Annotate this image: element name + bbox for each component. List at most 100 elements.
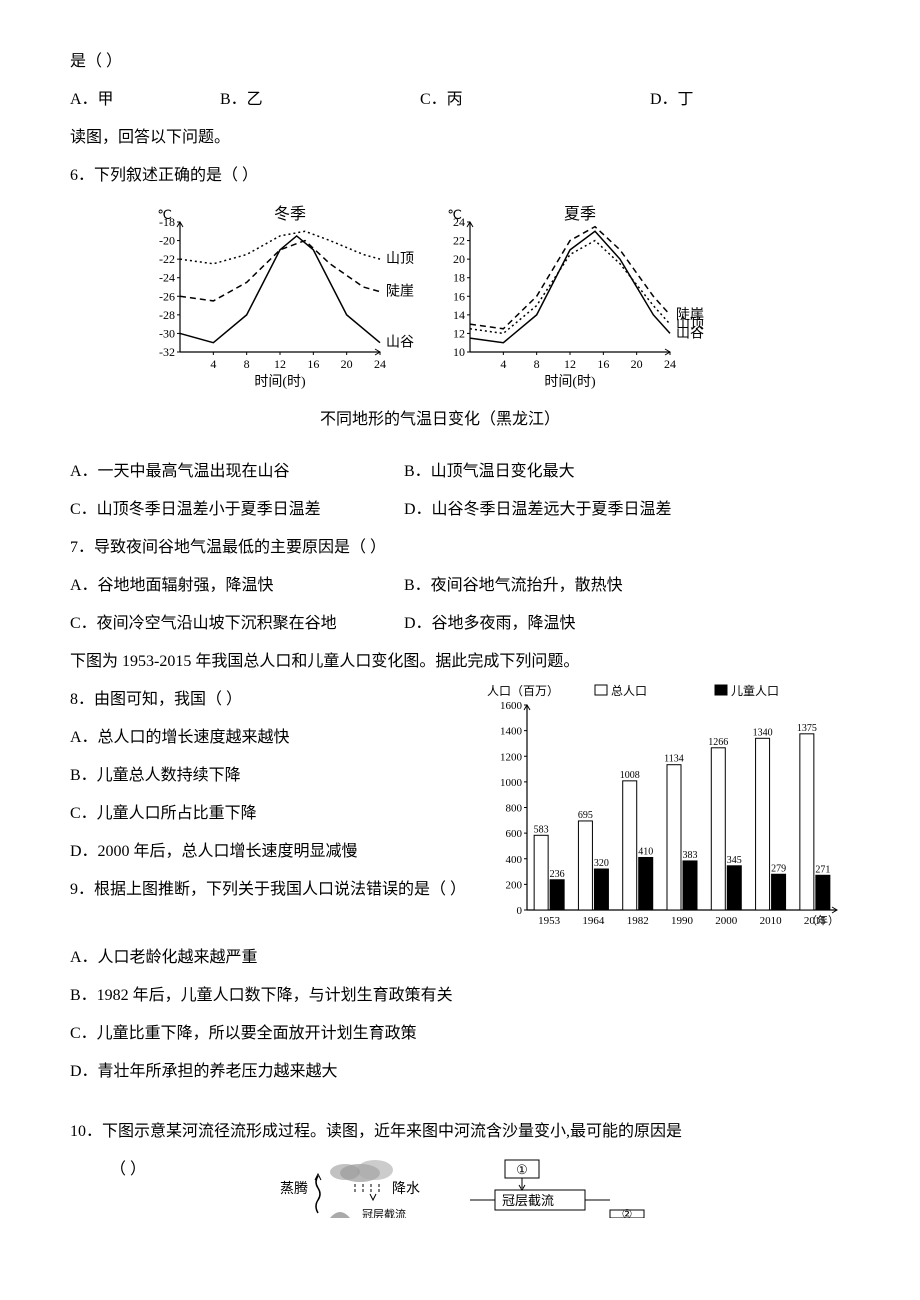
q6-opt-b[interactable]: B．山顶气温日变化最大 xyxy=(404,460,575,484)
population-bar-chart: 0 200 400 600 800 1000 1200 1400 1600 人口（百万） 总人口 儿童… xyxy=(485,683,850,946)
svg-text:℃: ℃ xyxy=(157,207,172,222)
svg-text:20: 20 xyxy=(341,357,353,371)
q6-opt-d[interactable]: D．山谷冬季日温差远大于夏季日温差 xyxy=(404,498,672,522)
svg-text:-30: -30 xyxy=(159,326,175,340)
svg-text:①: ① xyxy=(516,1162,528,1177)
svg-text:冠层截流: 冠层截流 xyxy=(502,1193,554,1208)
svg-text:1266: 1266 xyxy=(708,737,728,748)
svg-text:8: 8 xyxy=(244,357,250,371)
svg-text:24: 24 xyxy=(664,357,676,371)
svg-text:320: 320 xyxy=(594,858,609,869)
svg-text:1982: 1982 xyxy=(627,915,649,927)
svg-text:279: 279 xyxy=(771,863,786,874)
svg-text:345: 345 xyxy=(727,855,742,866)
svg-text:时间(时): 时间(时) xyxy=(544,374,596,390)
q7-opt-c[interactable]: C．夜间冷空气沿山坡下沉积聚在谷地 xyxy=(70,612,400,636)
svg-text:20: 20 xyxy=(631,357,643,371)
q8-intro: 下图为 1953-2015 年我国总人口和儿童人口变化图。据此完成下列问题。 xyxy=(70,650,850,674)
svg-text:（年）: （年） xyxy=(806,913,839,927)
svg-text:12: 12 xyxy=(453,326,465,340)
q7-opt-b[interactable]: B．夜间谷地气流抬升，散热快 xyxy=(404,574,623,598)
svg-text:10: 10 xyxy=(453,345,465,359)
q5-opt-d[interactable]: D．丁 xyxy=(650,88,694,112)
svg-text:4: 4 xyxy=(500,357,506,371)
svg-text:271: 271 xyxy=(815,864,830,875)
svg-text:236: 236 xyxy=(550,869,565,880)
runoff-diagram: 蒸腾 降水 ① 冠层截流 ② 冠层截流 xyxy=(270,1158,700,1218)
q5-opt-a[interactable]: A．甲 xyxy=(70,88,220,112)
svg-text:20: 20 xyxy=(453,252,465,266)
svg-text:夏季: 夏季 xyxy=(564,205,596,223)
svg-text:12: 12 xyxy=(564,357,576,371)
q10-stem: 10．下图示意某河流径流形成过程。读图，近年来图中河流含沙量变小,最可能的原因是 xyxy=(70,1120,850,1144)
q9-opt-a[interactable]: A．人口老龄化越来越严重 xyxy=(70,946,850,970)
q10-paren: （ ） xyxy=(70,1158,270,1182)
svg-text:18: 18 xyxy=(453,271,465,285)
q6-opt-a[interactable]: A．一天中最高气温出现在山谷 xyxy=(70,460,400,484)
svg-text:200: 200 xyxy=(506,879,523,891)
svg-text:16: 16 xyxy=(597,357,609,371)
svg-text:583: 583 xyxy=(534,824,549,835)
svg-text:冬季: 冬季 xyxy=(274,205,306,223)
svg-text:16: 16 xyxy=(453,289,465,303)
svg-text:-20: -20 xyxy=(159,234,175,248)
svg-text:1000: 1000 xyxy=(500,777,523,789)
svg-text:24: 24 xyxy=(374,357,386,371)
svg-text:600: 600 xyxy=(506,828,523,840)
svg-text:-28: -28 xyxy=(159,308,175,322)
svg-text:0: 0 xyxy=(517,905,523,917)
svg-text:1200: 1200 xyxy=(500,751,523,763)
svg-text:冠层截流: 冠层截流 xyxy=(362,1207,406,1218)
q9-opt-d[interactable]: D．青壮年所承担的养老压力越来越大 xyxy=(70,1060,850,1084)
read-figure-instruction: 读图，回答以下问题。 xyxy=(70,126,850,150)
svg-text:695: 695 xyxy=(578,810,593,821)
temperature-chart: -18-20-22-24-26-28-30-324812162024℃冬季时间(… xyxy=(130,202,850,440)
svg-text:降水: 降水 xyxy=(392,1181,420,1197)
svg-text:1134: 1134 xyxy=(664,754,684,765)
svg-text:383: 383 xyxy=(683,850,698,861)
svg-text:1340: 1340 xyxy=(753,727,773,738)
svg-text:2010: 2010 xyxy=(760,915,783,927)
q7-stem: 7．导致夜间谷地气温最低的主要原因是（ ） xyxy=(70,536,850,560)
svg-text:不同地形的气温日变化（黑龙江）: 不同地形的气温日变化（黑龙江） xyxy=(320,410,560,428)
svg-text:山谷: 山谷 xyxy=(386,335,414,351)
svg-text:22: 22 xyxy=(453,234,465,248)
svg-text:1400: 1400 xyxy=(500,726,523,738)
q5-options: A．甲 B．乙 C．丙 D．丁 xyxy=(70,88,850,112)
svg-text:儿童人口: 儿童人口 xyxy=(731,683,779,698)
svg-text:1953: 1953 xyxy=(538,915,561,927)
svg-text:8: 8 xyxy=(534,357,540,371)
svg-text:1008: 1008 xyxy=(620,770,640,781)
svg-text:℃: ℃ xyxy=(447,207,462,222)
q5-opt-c[interactable]: C．丙 xyxy=(420,88,650,112)
svg-text:800: 800 xyxy=(506,803,523,815)
svg-text:1600: 1600 xyxy=(500,700,523,712)
svg-text:400: 400 xyxy=(506,854,523,866)
q5-opt-b[interactable]: B．乙 xyxy=(220,88,420,112)
svg-text:蒸腾: 蒸腾 xyxy=(280,1180,308,1197)
svg-text:1964: 1964 xyxy=(582,915,605,927)
svg-text:-22: -22 xyxy=(159,252,175,266)
svg-text:②: ② xyxy=(622,1207,633,1218)
svg-text:4: 4 xyxy=(210,357,216,371)
svg-text:16: 16 xyxy=(307,357,319,371)
svg-text:总人口: 总人口 xyxy=(611,684,647,698)
svg-text:14: 14 xyxy=(453,308,465,322)
svg-text:时间(时): 时间(时) xyxy=(254,374,306,390)
q7-opt-a[interactable]: A．谷地地面辐射强，降温快 xyxy=(70,574,400,598)
svg-text:1990: 1990 xyxy=(671,915,694,927)
svg-text:-26: -26 xyxy=(159,289,175,303)
svg-text:1375: 1375 xyxy=(797,723,817,734)
svg-text:山谷: 山谷 xyxy=(676,325,704,341)
q5-trailing: 是（ ） xyxy=(70,50,850,74)
q7-opt-d[interactable]: D．谷地多夜雨，降温快 xyxy=(404,612,576,636)
svg-text:410: 410 xyxy=(638,846,653,857)
svg-text:人口（百万）: 人口（百万） xyxy=(487,684,559,698)
svg-text:2000: 2000 xyxy=(715,915,738,927)
svg-text:-32: -32 xyxy=(159,345,175,359)
svg-text:山顶: 山顶 xyxy=(386,251,414,267)
q9-opt-c[interactable]: C．儿童比重下降，所以要全面放开计划生育政策 xyxy=(70,1022,850,1046)
svg-text:12: 12 xyxy=(274,357,286,371)
q9-opt-b[interactable]: B．1982 年后，儿童人口数下降，与计划生育政策有关 xyxy=(70,984,850,1008)
q6-opt-c[interactable]: C．山顶冬季日温差小于夏季日温差 xyxy=(70,498,400,522)
